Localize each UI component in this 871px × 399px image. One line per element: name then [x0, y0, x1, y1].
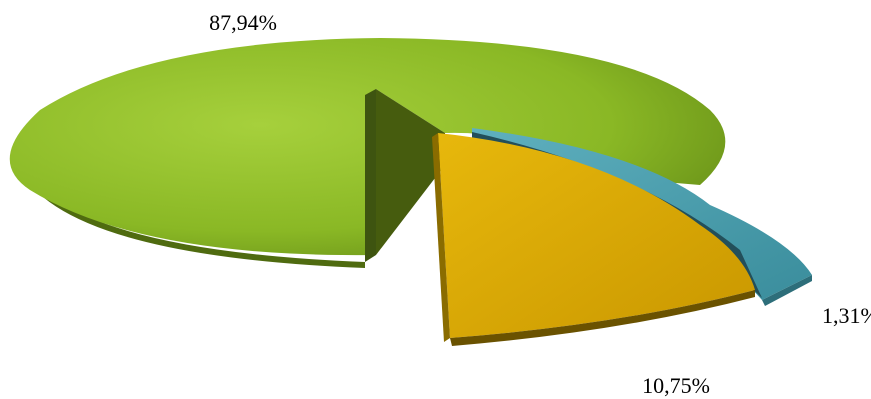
- data-label-green: 87,94%: [209, 10, 277, 35]
- data-label-yellow: 10,75%: [642, 373, 710, 398]
- pie-slice-yellow: [432, 133, 755, 346]
- data-label-blue: 1,31%: [822, 303, 871, 328]
- pie-slice-green: [9, 38, 726, 268]
